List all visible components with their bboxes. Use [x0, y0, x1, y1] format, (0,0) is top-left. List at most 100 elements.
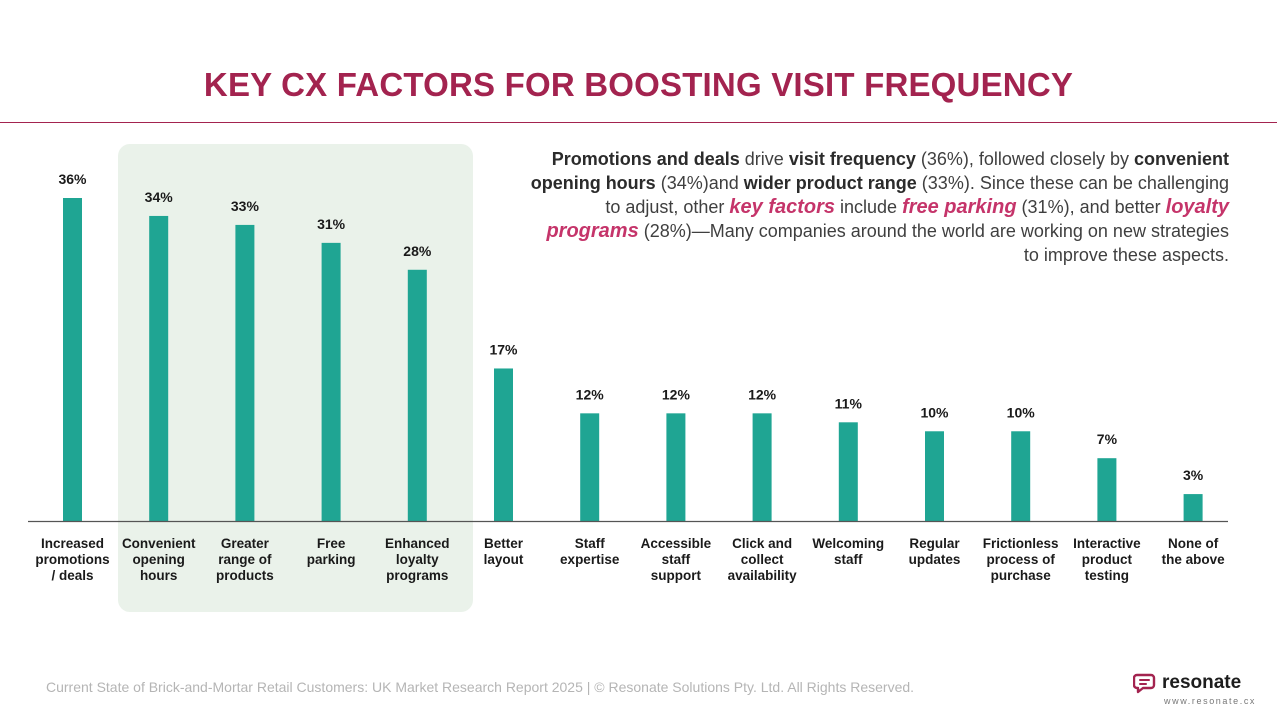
bar	[752, 413, 772, 521]
callout-emphasis-text: loyalty programs	[546, 196, 1229, 242]
data-label: 7%	[1097, 431, 1118, 447]
bar	[407, 269, 427, 521]
category-label: Click and collect availability	[728, 536, 798, 583]
callout-emphasis-text: key factors	[729, 196, 836, 218]
category-label-line: process of	[987, 552, 1056, 567]
callout-text: include	[835, 197, 903, 217]
category-label: Accessible staff support	[641, 536, 712, 583]
category-label-line: Increased	[41, 536, 104, 551]
category-label: Interactive product testing	[1073, 536, 1141, 583]
category-label-line: the above	[1162, 552, 1226, 567]
data-label: 33%	[231, 198, 260, 214]
callout-text: (36%), followed closely by	[915, 149, 1134, 169]
category-label-line: Regular	[909, 536, 960, 551]
category-label-line: Frictionless	[983, 536, 1059, 551]
data-label: 10%	[920, 404, 949, 420]
category-label-line: collect	[741, 552, 784, 567]
category-label-line: hours	[140, 568, 178, 583]
category-label-line: product	[1082, 552, 1133, 567]
bar	[235, 224, 255, 521]
category-label-line: Interactive	[1073, 536, 1141, 551]
callout-bold-text: convenient opening hours	[530, 149, 1229, 193]
data-label: 28%	[403, 243, 432, 259]
category-label-line: Staff	[575, 536, 606, 551]
category-label-line: availability	[728, 568, 798, 583]
bar	[1183, 494, 1203, 521]
category-label-line: purchase	[991, 568, 1052, 583]
category-label: Welcoming staff	[812, 536, 884, 567]
callout-text: (28%)—Many companies around the world ar…	[638, 221, 1229, 265]
category-label-line: promotions	[35, 552, 109, 567]
category-label-line: updates	[909, 552, 961, 567]
category-label-line: staff	[662, 552, 691, 567]
bar	[149, 215, 169, 521]
data-label: 12%	[576, 386, 605, 402]
data-label: 10%	[1007, 404, 1036, 420]
bar	[1011, 431, 1031, 521]
data-label: 36%	[58, 171, 87, 187]
category-label: None of the above	[1162, 536, 1226, 567]
bar	[321, 242, 341, 521]
chat-bubble-logo-icon	[1133, 673, 1156, 694]
category-label: Better layout	[484, 536, 524, 567]
category-label: Regular updates	[909, 536, 961, 567]
bar	[925, 431, 944, 521]
category-label-line: range of	[218, 552, 272, 567]
category-label-line: programs	[386, 568, 448, 583]
category-label-line: opening	[132, 552, 185, 567]
callout-text: (34%)and	[655, 173, 744, 193]
callout-text: drive	[739, 149, 789, 169]
category-label-line: support	[651, 568, 702, 583]
bar	[838, 422, 858, 521]
category-label: Free parking	[307, 536, 356, 567]
data-label: 3%	[1183, 467, 1204, 483]
category-label-line: loyalty	[396, 552, 439, 567]
category-label-line: Greater	[221, 536, 270, 551]
bar	[494, 368, 513, 521]
category-label-line: products	[216, 568, 274, 583]
data-label: 11%	[835, 395, 863, 411]
page-title: KEY CX FACTORS FOR BOOSTING VISIT FREQUE…	[203, 66, 1074, 103]
category-label-line: Better	[484, 536, 524, 551]
bar	[1097, 458, 1117, 521]
callout-text: (31%), and better	[1016, 197, 1166, 217]
category-label-line: testing	[1085, 568, 1129, 583]
category-label-line: Convenient	[122, 536, 196, 551]
data-label: 34%	[145, 189, 174, 205]
bar	[63, 198, 82, 521]
category-label: Enhanced loyalty programs	[385, 536, 450, 583]
bar	[580, 413, 600, 521]
category-label-line: / deals	[51, 568, 93, 583]
callout-bold-text: visit frequency	[788, 149, 916, 169]
footer-copyright: Current State of Brick-and-Mortar Retail…	[46, 679, 915, 695]
category-label-line: Accessible	[641, 536, 712, 551]
category-label-line: Welcoming	[812, 536, 884, 551]
insight-callout: Promotions and deals drive visit frequen…	[529, 147, 1229, 267]
data-label: 12%	[662, 386, 691, 402]
callout-bold-text: Promotions and deals	[551, 149, 740, 169]
category-label-line: layout	[484, 552, 524, 567]
brand-name: resonate	[1162, 672, 1242, 693]
category-label-line: expertise	[560, 552, 620, 567]
callout-emphasis-text: free parking	[902, 196, 1017, 218]
brand-url: www.resonate.cx	[1164, 696, 1257, 706]
category-label: Convenient opening hours	[122, 536, 196, 583]
category-label-line: None of	[1168, 536, 1219, 551]
data-label: 12%	[748, 386, 777, 402]
title-divider	[0, 122, 1277, 123]
callout-text: (33%). Since these can be challenging to…	[605, 173, 1229, 217]
data-label: 31%	[317, 216, 346, 232]
category-label-line: Enhanced	[385, 536, 450, 551]
data-label: 17%	[489, 341, 518, 357]
brand-logo: resonate	[1133, 672, 1241, 694]
category-label: Greater range of products	[216, 536, 274, 583]
bar	[666, 413, 686, 521]
category-label: Frictionless process of purchase	[983, 536, 1059, 583]
callout-bold-text: wider product range	[743, 173, 917, 193]
category-label-line: Free	[317, 536, 346, 551]
category-label-line: Click and	[732, 536, 792, 551]
category-label-line: parking	[307, 552, 356, 567]
category-label: Staff expertise	[560, 536, 620, 567]
category-label-line: staff	[834, 552, 863, 567]
